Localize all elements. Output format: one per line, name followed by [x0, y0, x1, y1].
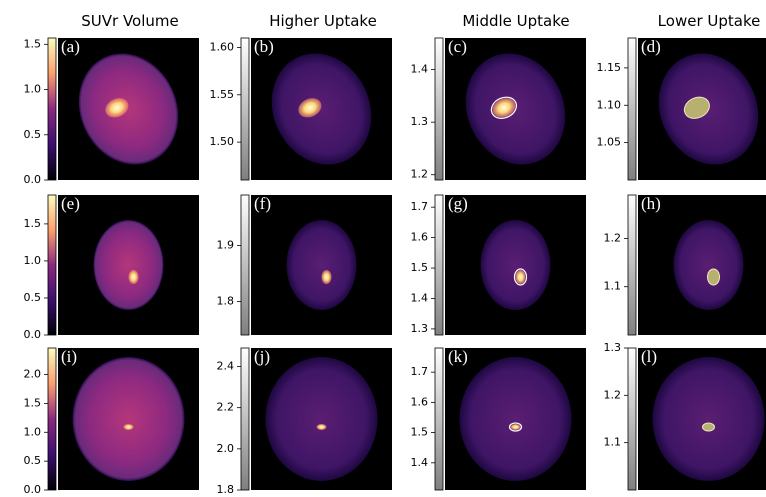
- column-title: SUVr Volume: [81, 12, 179, 30]
- brain: [93, 220, 164, 310]
- brain: [286, 220, 357, 310]
- hotspot: [515, 270, 526, 284]
- panel-label: (d): [641, 37, 661, 56]
- panel-label: (a): [61, 37, 80, 56]
- colorbar-tick-label: 1.8: [217, 483, 235, 496]
- brain: [652, 357, 765, 481]
- hotspot: [321, 270, 332, 284]
- colorbar-tick-label: 1.50: [210, 135, 235, 148]
- colorbar: [47, 347, 57, 491]
- hotspot: [123, 424, 134, 430]
- colorbar-tick-label: 1.5: [24, 217, 42, 230]
- panel-label: (k): [448, 347, 468, 366]
- panel-label: (b): [254, 37, 274, 56]
- colorbar-tick-label: 1.3: [411, 115, 429, 128]
- colorbar: [434, 194, 444, 336]
- hotspot: [316, 424, 327, 430]
- colorbar-tick-label: 0.0: [24, 328, 42, 341]
- brain: [265, 357, 378, 481]
- colorbar-tick-label: 1.0: [24, 425, 42, 438]
- brain: [459, 357, 572, 481]
- colorbar: [434, 37, 444, 181]
- panel-label: (f): [254, 194, 271, 213]
- colorbar-tick-label: 2.4: [217, 360, 235, 373]
- colorbar-tick-label: 1.60: [210, 40, 235, 53]
- colorbar: [627, 37, 637, 181]
- colorbar-tick-label: 1.1: [604, 280, 622, 293]
- colorbar-tick-label: 0.5: [24, 128, 42, 141]
- panel-label: (l): [641, 347, 657, 366]
- colorbar-tick-label: 1.5: [24, 37, 42, 50]
- contour: [513, 268, 528, 286]
- colorbar-tick-label: 0.5: [24, 291, 42, 304]
- colorbar-tick-label: 1.0: [24, 83, 42, 96]
- brain: [480, 220, 551, 310]
- colorbar-tick-label: 1.2: [604, 231, 622, 244]
- region: [707, 268, 720, 286]
- brain: [78, 53, 179, 165]
- colorbar-tick-label: 1.5: [411, 261, 429, 274]
- contour: [490, 96, 518, 119]
- colorbar-tick-label: 1.2: [604, 388, 622, 401]
- colorbar: [240, 194, 250, 336]
- colorbar-tick-label: 1.55: [210, 88, 235, 101]
- colorbar-tick-label: 0.5: [24, 454, 42, 467]
- colorbar-tick-label: 1.6: [411, 395, 429, 408]
- brain: [673, 220, 744, 310]
- colorbar-tick-label: 1.5: [411, 426, 429, 439]
- colorbar-tick-label: 1.7: [411, 365, 429, 378]
- hotspot: [298, 98, 322, 118]
- contour: [508, 422, 523, 432]
- colorbar-tick-label: 1.4: [411, 63, 429, 76]
- colorbar: [627, 347, 637, 491]
- panel-label: (h): [641, 194, 661, 213]
- colorbar-tick-label: 2.0: [24, 368, 42, 381]
- panel-label: (c): [448, 37, 467, 56]
- colorbar: [240, 347, 250, 491]
- colorbar-tick-label: 1.9: [217, 238, 235, 251]
- column-title: Higher Uptake: [269, 12, 377, 30]
- colorbar-tick-label: 1.4: [411, 456, 429, 469]
- panel-label: (e): [61, 194, 80, 213]
- brain: [271, 53, 372, 165]
- column-title: Middle Uptake: [462, 12, 569, 30]
- colorbar-tick-label: 0.0: [24, 173, 42, 186]
- colorbar-tick-label: 1.15: [597, 61, 622, 74]
- colorbar-tick-label: 1.6: [411, 231, 429, 244]
- colorbar-tick-label: 1.3: [411, 322, 429, 335]
- hotspot: [128, 270, 139, 284]
- colorbar-tick-label: 1.10: [597, 98, 622, 111]
- colorbar-tick-label: 1.4: [411, 291, 429, 304]
- colorbar-tick-label: 1.5: [24, 396, 42, 409]
- colorbar-tick-label: 1.05: [597, 136, 622, 149]
- colorbar: [47, 37, 57, 181]
- colorbar: [240, 37, 250, 181]
- panel-label: (i): [61, 347, 77, 366]
- panel-label: (g): [448, 194, 468, 213]
- panel-label: (j): [254, 347, 270, 366]
- column-title: Lower Uptake: [658, 12, 761, 30]
- colorbar-tick-label: 1.3: [604, 341, 622, 354]
- brain: [72, 357, 185, 481]
- colorbar-tick-label: 2.2: [217, 401, 235, 414]
- colorbar: [47, 194, 57, 336]
- region: [683, 96, 710, 119]
- colorbar: [434, 347, 444, 491]
- colorbar-tick-label: 1.7: [411, 200, 429, 213]
- colorbar-tick-label: 0.0: [24, 483, 42, 496]
- colorbar-tick-label: 1.2: [411, 168, 429, 181]
- region: [702, 422, 715, 432]
- hotspot: [510, 424, 521, 430]
- colorbar: [627, 194, 637, 336]
- colorbar-tick-label: 1.1: [604, 436, 622, 449]
- hotspot: [105, 98, 129, 118]
- colorbar-tick-label: 1.8: [217, 294, 235, 307]
- colorbar-tick-label: 2.0: [217, 442, 235, 455]
- hotspot: [492, 98, 516, 118]
- colorbar-tick-label: 1.0: [24, 254, 42, 267]
